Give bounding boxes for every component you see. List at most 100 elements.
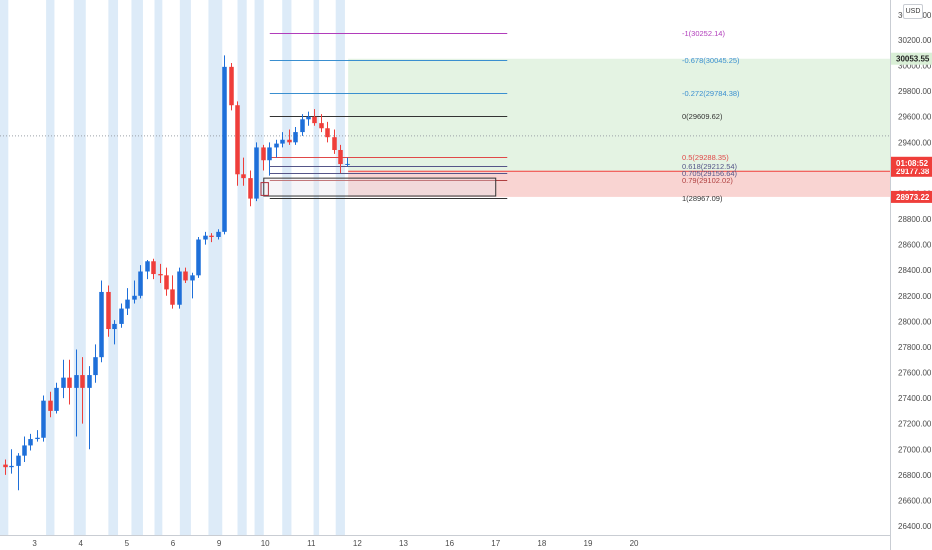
candle-body (267, 147, 272, 161)
time-tick-label: 19 (584, 539, 593, 548)
candle-body (332, 137, 337, 150)
fib-level-label: 0.618(29212.54) (682, 162, 738, 171)
price-badge-label: 28973.22 (896, 193, 930, 202)
fib-level-label: 1(28967.09) (682, 194, 723, 203)
price-tick-label: 27400.00 (898, 394, 932, 403)
currency-badge[interactable]: USD (903, 4, 923, 19)
candle-body (132, 295, 137, 300)
session-band (46, 0, 55, 535)
session-band (108, 0, 119, 535)
price-tick-label: 28200.00 (898, 292, 932, 301)
price-tick-label: 30000.00 (898, 62, 932, 71)
time-tick-label: 12 (353, 539, 362, 548)
candle-body (319, 123, 324, 129)
session-band (73, 0, 86, 535)
time-tick-label: 20 (630, 539, 639, 548)
price-tick-label: 29600.00 (898, 113, 932, 122)
price-tick-label: 28000.00 (898, 317, 932, 326)
fib-level-label: 0.5(29288.35) (682, 153, 729, 162)
price-tick-label: 27200.00 (898, 420, 932, 429)
drawn-boxes[interactable] (260, 177, 497, 197)
session-band (237, 0, 247, 535)
session-band (154, 0, 163, 535)
candle-body (177, 271, 182, 305)
price-axis[interactable]: 26400.00 26600.00 26800.00 27000.00 27200.00… (898, 11, 932, 531)
fib-level-label: -0.272(29784.38) (682, 89, 740, 98)
candle-body (254, 147, 259, 199)
candle-body (93, 357, 98, 376)
candle-body (241, 174, 246, 179)
fib-level-label: 0.705(29156.64) (682, 169, 738, 178)
candle-body (170, 289, 175, 305)
candle-body (345, 163, 350, 165)
candle-body (280, 139, 285, 144)
session-bands (0, 0, 345, 535)
candle-body (196, 239, 201, 276)
candle-body (112, 323, 117, 330)
loss-zone[interactable] (348, 170, 890, 197)
candle-body (158, 274, 163, 276)
session-band (254, 0, 264, 535)
candle-body (54, 387, 59, 411)
price-tick-label: 27600.00 (898, 369, 932, 378)
time-tick-label: 17 (491, 539, 500, 548)
time-tick-label: 16 (445, 539, 454, 548)
candle-body (325, 128, 330, 138)
price-tick-label: 28800.00 (898, 215, 932, 224)
price-tick-label: 26800.00 (898, 471, 932, 480)
candle-body (203, 235, 208, 240)
fib-level-label: 0.79(29102.02) (682, 176, 733, 185)
price-badge-label: 30053.55 (896, 55, 930, 64)
rectangle-drawing-small[interactable] (260, 182, 269, 196)
candle-body (9, 465, 14, 468)
price-tick-label: 29800.00 (898, 87, 932, 96)
candle-body (125, 299, 130, 309)
time-tick-label: 18 (537, 539, 546, 548)
candle-body (106, 291, 111, 330)
candle-body (293, 132, 298, 143)
candles (3, 55, 350, 491)
candle-body (216, 231, 221, 237)
price-tick-label: 29400.00 (898, 138, 932, 147)
candle-body (145, 261, 150, 272)
price-badge-bg (891, 52, 932, 65)
candle-body (16, 455, 21, 466)
time-tick-label: 4 (78, 539, 83, 548)
candle-body (222, 66, 227, 232)
candle-body (164, 275, 169, 290)
candle-body (3, 464, 8, 468)
session-band (282, 0, 292, 535)
profit-zone[interactable] (348, 58, 890, 171)
price-badge-bg (891, 190, 932, 203)
price-tick-label: 27800.00 (898, 343, 932, 352)
candle-body (229, 66, 234, 106)
fibonacci-levels[interactable]: -1(30252.14) -0.678(30045.25) -0.272(29784… (269, 29, 740, 203)
candle-body (261, 147, 266, 161)
time-tick-label: 3 (32, 539, 37, 548)
price-tick-label: 28400.00 (898, 266, 932, 275)
time-tick-label: 11 (307, 539, 316, 548)
price-tick-label: 28600.00 (898, 241, 932, 250)
time-axis[interactable]: 3 4 5 6 9 10 11 12 13 16 17 18 19 20 (32, 539, 639, 548)
candle-body (151, 261, 156, 275)
price-tick-label: 26400.00 (898, 522, 932, 531)
session-band (335, 0, 345, 535)
time-tick-label: 6 (171, 539, 176, 548)
candle-body (80, 375, 85, 388)
candle-body (248, 178, 253, 199)
fib-level-label: -0.678(30045.25) (682, 56, 740, 65)
candle-body (306, 116, 311, 120)
countdown-bg (891, 156, 932, 169)
candle-body (61, 377, 66, 388)
rectangle-drawing[interactable] (263, 177, 497, 197)
price-tick-label: 30200.00 (898, 36, 932, 45)
candle-body (99, 291, 104, 358)
candle-body (74, 375, 79, 388)
price-tick-label: 26600.00 (898, 496, 932, 505)
time-tick-label: 9 (217, 539, 222, 548)
candle-body (28, 439, 33, 446)
candle-body (22, 445, 27, 456)
fib-level-label: -1(30252.14) (682, 29, 725, 38)
